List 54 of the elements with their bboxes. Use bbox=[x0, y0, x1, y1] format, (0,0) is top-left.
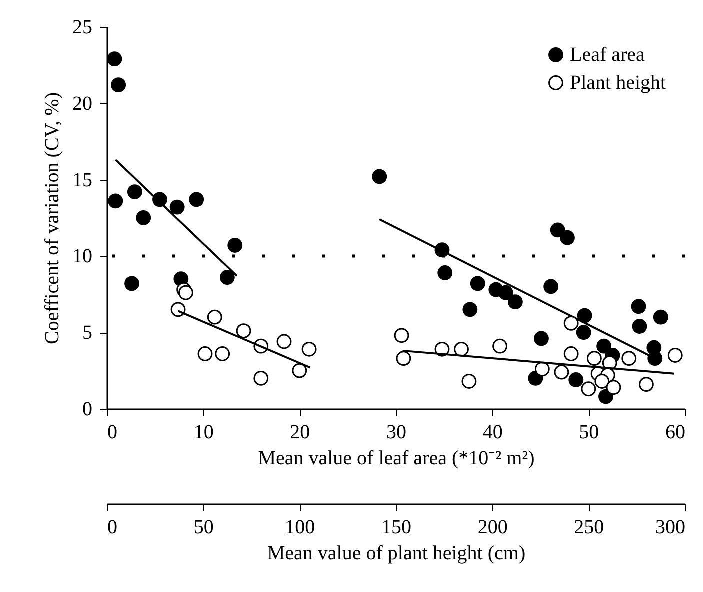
point bbox=[127, 184, 142, 200]
y-tick-label: 20 bbox=[72, 92, 92, 115]
point bbox=[111, 78, 126, 93]
legend-label: Leaf area bbox=[570, 44, 646, 66]
point bbox=[220, 270, 235, 286]
point bbox=[550, 222, 566, 238]
x-tick-label: 0 bbox=[108, 422, 118, 444]
y-tick-label: 10 bbox=[72, 246, 92, 268]
y-axis-title: Coefficent of variation (CV, %) bbox=[42, 92, 64, 344]
point bbox=[648, 351, 663, 366]
x2-tick-label: 0 bbox=[108, 516, 118, 538]
x-axis-title: Mean value of leaf area (*10⁻² m²) bbox=[258, 448, 535, 470]
point bbox=[124, 276, 140, 292]
x2-tick-label: 50 bbox=[194, 516, 214, 538]
point bbox=[631, 299, 646, 314]
point bbox=[596, 338, 612, 354]
x-tick-label: 40 bbox=[482, 422, 503, 444]
x-tick-label: 60 bbox=[666, 422, 686, 444]
x2-axis-title: Mean value of plant height (cm) bbox=[267, 542, 526, 564]
point bbox=[108, 194, 124, 209]
point bbox=[498, 285, 514, 300]
point bbox=[560, 230, 575, 246]
x2-tick-label: 250 bbox=[574, 516, 604, 538]
point bbox=[544, 279, 559, 294]
legend-label: Plant height bbox=[570, 72, 667, 94]
point bbox=[136, 210, 152, 226]
point bbox=[462, 302, 478, 318]
x-tick-label: 30 bbox=[386, 422, 406, 444]
y-tick-label: 5 bbox=[82, 322, 92, 344]
point bbox=[576, 325, 592, 340]
point bbox=[470, 276, 486, 292]
point bbox=[438, 266, 453, 280]
y-tick-label: 25 bbox=[72, 16, 92, 38]
point bbox=[228, 238, 243, 253]
point bbox=[107, 52, 122, 67]
point bbox=[372, 169, 388, 184]
point bbox=[508, 294, 523, 310]
point bbox=[568, 372, 584, 388]
point bbox=[577, 308, 592, 324]
x2-tick-label: 100 bbox=[285, 516, 316, 538]
x2-tick-label: 200 bbox=[478, 516, 508, 538]
point bbox=[189, 192, 204, 208]
x2-tick-label: 300 bbox=[656, 516, 686, 538]
point bbox=[170, 200, 185, 215]
x-tick-label: 20 bbox=[290, 422, 310, 444]
point bbox=[632, 319, 648, 334]
x2-tick-label: 150 bbox=[382, 516, 412, 538]
y-tick-label: 0 bbox=[82, 398, 92, 420]
point bbox=[598, 389, 614, 404]
x-tick-label: 10 bbox=[194, 422, 214, 444]
x-tick-label: 50 bbox=[579, 422, 600, 444]
point bbox=[534, 331, 549, 346]
point bbox=[653, 310, 668, 325]
y-tick-label: 15 bbox=[72, 169, 92, 192]
